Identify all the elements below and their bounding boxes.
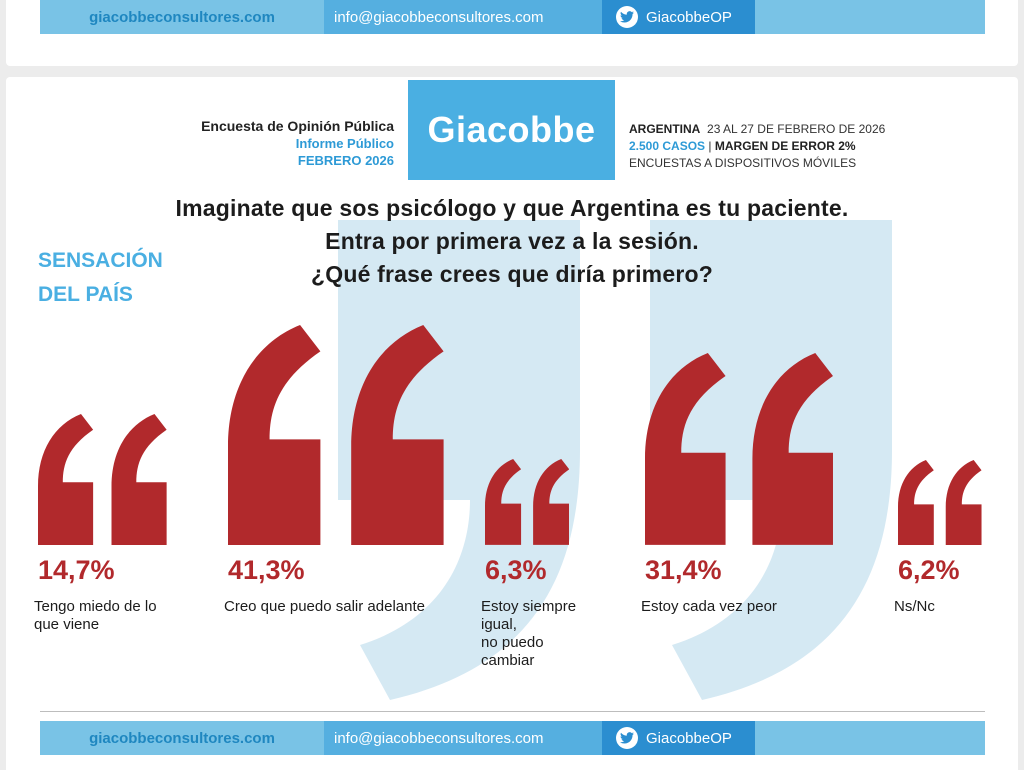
survey-header-right: ARGENTINA 23 AL 27 DE FEBRERO DE 2026 2.… xyxy=(629,121,885,172)
footer-twitter-handle: GiacobbeOP xyxy=(646,8,732,26)
quote-glyph-right xyxy=(533,459,570,545)
category-label: Ns/Nc xyxy=(894,598,935,616)
category-label-line: igual, xyxy=(481,616,517,633)
country: ARGENTINA xyxy=(629,122,701,136)
quote-glyph-left xyxy=(898,459,934,545)
quote-mark-bar xyxy=(38,413,167,545)
value-label: 6,2% xyxy=(898,555,960,585)
quote-glyph-left xyxy=(645,353,726,545)
category-label: Estoy cada vez peor xyxy=(641,598,777,616)
value-label: 31,4% xyxy=(645,555,722,585)
category-label-line: no puedo xyxy=(481,634,544,651)
twitter-bird-icon xyxy=(616,727,638,749)
question-line-1: Imaginate que sos psicólogo y que Argent… xyxy=(175,195,849,221)
question-line-2: Entra por primera vez a la sesión. xyxy=(325,228,699,254)
section-title: SENSACIÓN DEL PAÍS xyxy=(38,244,163,312)
report-date: FEBRERO 2026 xyxy=(297,153,394,168)
separator: | xyxy=(708,139,712,153)
survey-question: Imaginate que sos psicólogo y que Argent… xyxy=(112,192,912,291)
section-title-line-1: SENSACIÓN xyxy=(38,249,163,272)
sample-size: 2.500 CASOS xyxy=(629,139,706,153)
footer-divider xyxy=(40,711,985,712)
value-label: 41,3% xyxy=(228,555,305,585)
twitter-bird-icon xyxy=(616,6,638,28)
quote-glyph-right xyxy=(111,413,167,545)
value-label: 6,3% xyxy=(485,555,547,585)
bottom-footer-bar: giacobbeconsultores.com info@giacobbecon… xyxy=(40,721,985,755)
category-label-line: Estoy cada vez peor xyxy=(641,598,777,615)
category-label-line: Creo que puedo salir adelante xyxy=(224,598,425,615)
footer-twitter-handle: GiacobbeOP xyxy=(646,729,732,747)
category-label-line: cambiar xyxy=(481,652,535,669)
survey-type: Encuesta de Opinión Pública xyxy=(201,118,394,134)
quote-mark-bar xyxy=(485,459,570,545)
top-footer-bar: giacobbeconsultores.com info@giacobbecon… xyxy=(40,0,985,34)
quote-glyph-right xyxy=(351,325,444,545)
value-label: 14,7% xyxy=(38,555,115,585)
footer-email-link[interactable]: info@giacobbeconsultores.com xyxy=(324,721,602,755)
quote-mark-bar xyxy=(645,353,833,545)
survey-method: ENCUESTAS A DISPOSITIVOS MÓVILES xyxy=(629,156,857,170)
quote-mark-bar xyxy=(898,459,982,545)
category-label-line: Estoy siempre xyxy=(481,598,577,615)
quote-glyph-right xyxy=(945,459,982,545)
quote-mark-bar xyxy=(228,325,444,545)
footer-email-link[interactable]: info@giacobbeconsultores.com xyxy=(324,0,602,34)
giacobbe-logo: Giacobbe xyxy=(408,80,615,180)
category-label: Creo que puedo salir adelante xyxy=(224,598,425,616)
category-label-line: que viene xyxy=(34,616,100,633)
quote-glyph-left xyxy=(38,413,94,545)
report-type: Informe Público xyxy=(295,136,394,151)
question-line-3: ¿Qué frase crees que diría primero? xyxy=(311,261,713,287)
category-label: Estoy siempre igual, no puedo cambiar xyxy=(481,598,576,670)
error-margin: MARGEN DE ERROR 2% xyxy=(714,139,856,153)
category-label-line: Ns/Nc xyxy=(894,598,935,615)
footer-twitter-link[interactable]: GiacobbeOP xyxy=(602,0,755,34)
quote-glyph-left xyxy=(228,325,321,545)
field-dates: 23 AL 27 DE FEBRERO DE 2026 xyxy=(707,122,886,136)
section-title-line-2: DEL PAÍS xyxy=(38,283,133,306)
quote-glyph-left xyxy=(485,459,522,545)
footer-twitter-link[interactable]: GiacobbeOP xyxy=(602,721,755,755)
category-label-line: Tengo miedo de lo xyxy=(34,598,157,615)
category-label: Tengo miedo de lo que viene xyxy=(34,598,157,634)
quote-glyph-right xyxy=(752,353,833,545)
survey-header-left: Encuesta de Opinión Pública Informe Públ… xyxy=(201,118,394,169)
footer-website-link[interactable]: giacobbeconsultores.com xyxy=(40,0,324,34)
footer-website-link[interactable]: giacobbeconsultores.com xyxy=(40,721,324,755)
